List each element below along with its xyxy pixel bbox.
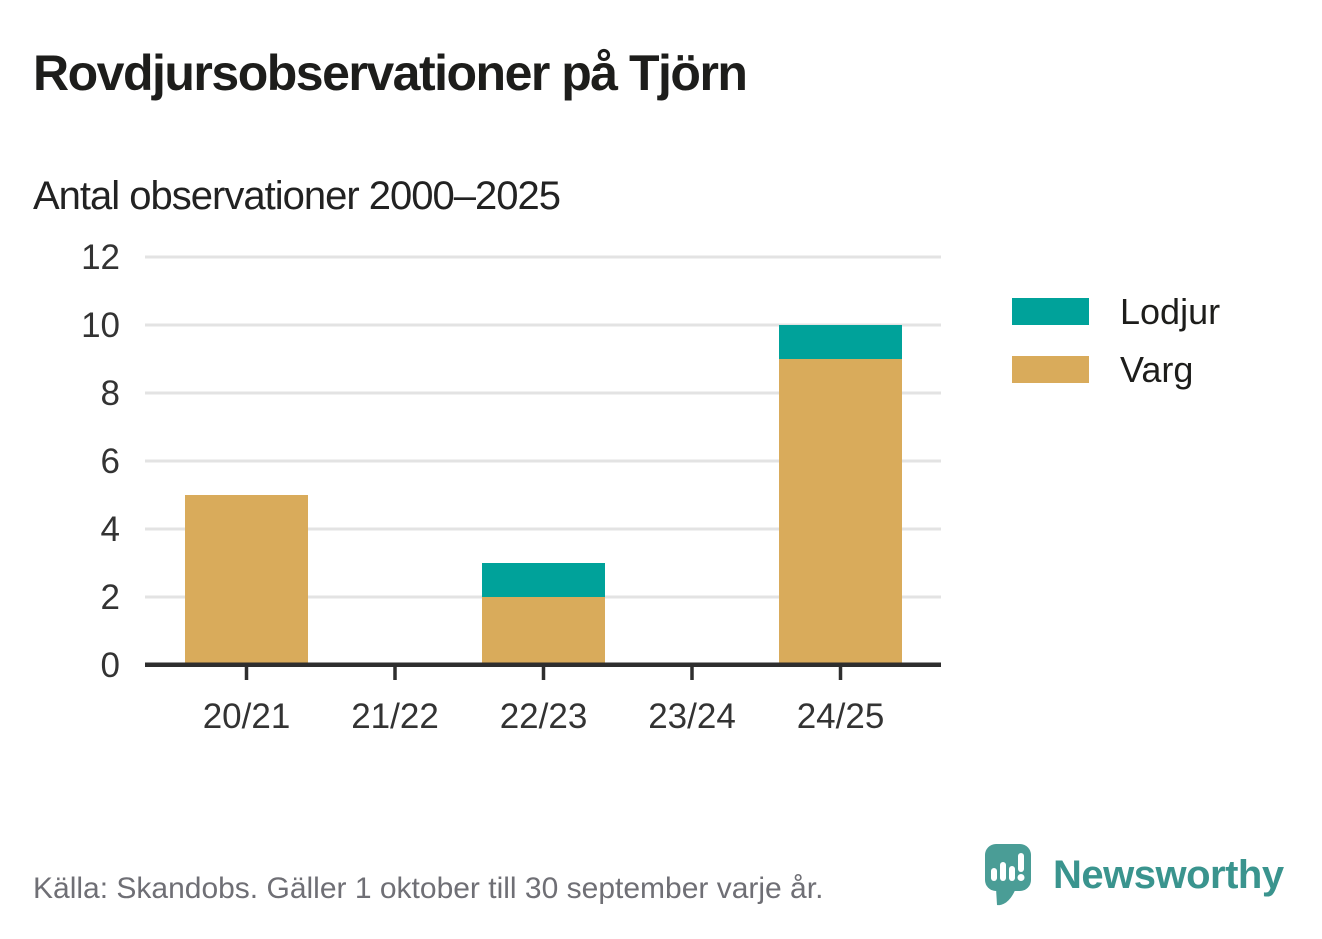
y-axis-tick-label: 12 <box>81 238 120 277</box>
y-axis-tick-label: 0 <box>101 646 120 685</box>
x-axis-tick-label: 23/24 <box>648 697 736 736</box>
x-axis-line <box>145 662 941 667</box>
bar-segment-varg-24-25 <box>779 359 902 665</box>
x-axis-tick <box>838 667 843 680</box>
x-axis-tick-label: 21/22 <box>351 697 439 736</box>
varg-swatch-icon <box>1012 356 1089 383</box>
y-axis-tick-label: 10 <box>81 306 120 345</box>
gridline <box>145 323 941 327</box>
brand-name: Newsworthy <box>1053 853 1284 897</box>
y-axis-tick-label: 6 <box>101 442 120 481</box>
x-axis-tick <box>393 667 397 680</box>
gridline <box>145 459 941 463</box>
x-axis-tick <box>690 667 694 680</box>
y-axis-tick-label: 8 <box>101 374 120 413</box>
legend-label: Lodjur <box>1120 290 1221 332</box>
gridline <box>145 255 941 259</box>
legend: Lodjur Varg <box>1012 291 1220 414</box>
y-axis-tick-label: 4 <box>101 510 120 549</box>
x-axis-tick <box>541 667 546 680</box>
gridline <box>145 527 941 531</box>
legend-item-lodjur: Lodjur <box>1012 291 1220 332</box>
newsworthy-bubble-icon <box>985 844 1031 906</box>
x-axis-tick-label: 22/23 <box>500 697 588 736</box>
bar-segment-varg-20-21 <box>185 495 308 665</box>
bar-segment-varg-22-23 <box>482 597 605 665</box>
lodjur-swatch-icon <box>1012 298 1089 325</box>
source-note: Källa: Skandobs. Gäller 1 oktober till 3… <box>33 872 824 905</box>
bar-chart: 0 2 4 6 8 10 12 20/21 21/22 22/23 23/24 24/25 <box>81 238 941 736</box>
legend-label: Varg <box>1120 348 1194 390</box>
gridline <box>145 391 941 395</box>
x-axis-tick-label: 24/25 <box>797 697 885 736</box>
bar-segment-lodjur-22-23 <box>482 563 605 597</box>
legend-item-varg: Varg <box>1012 349 1220 390</box>
bar-segment-lodjur-24-25 <box>779 325 902 359</box>
y-axis-tick-label: 2 <box>101 578 120 617</box>
chart-subtitle: Antal observationer 2000–2025 <box>33 174 561 218</box>
chart-title: Rovdjursobservationer på Tjörn <box>33 45 748 101</box>
x-axis-tick-label: 20/21 <box>203 697 291 736</box>
newsworthy-logo: Newsworthy <box>984 844 1284 908</box>
x-axis-tick <box>244 667 249 680</box>
